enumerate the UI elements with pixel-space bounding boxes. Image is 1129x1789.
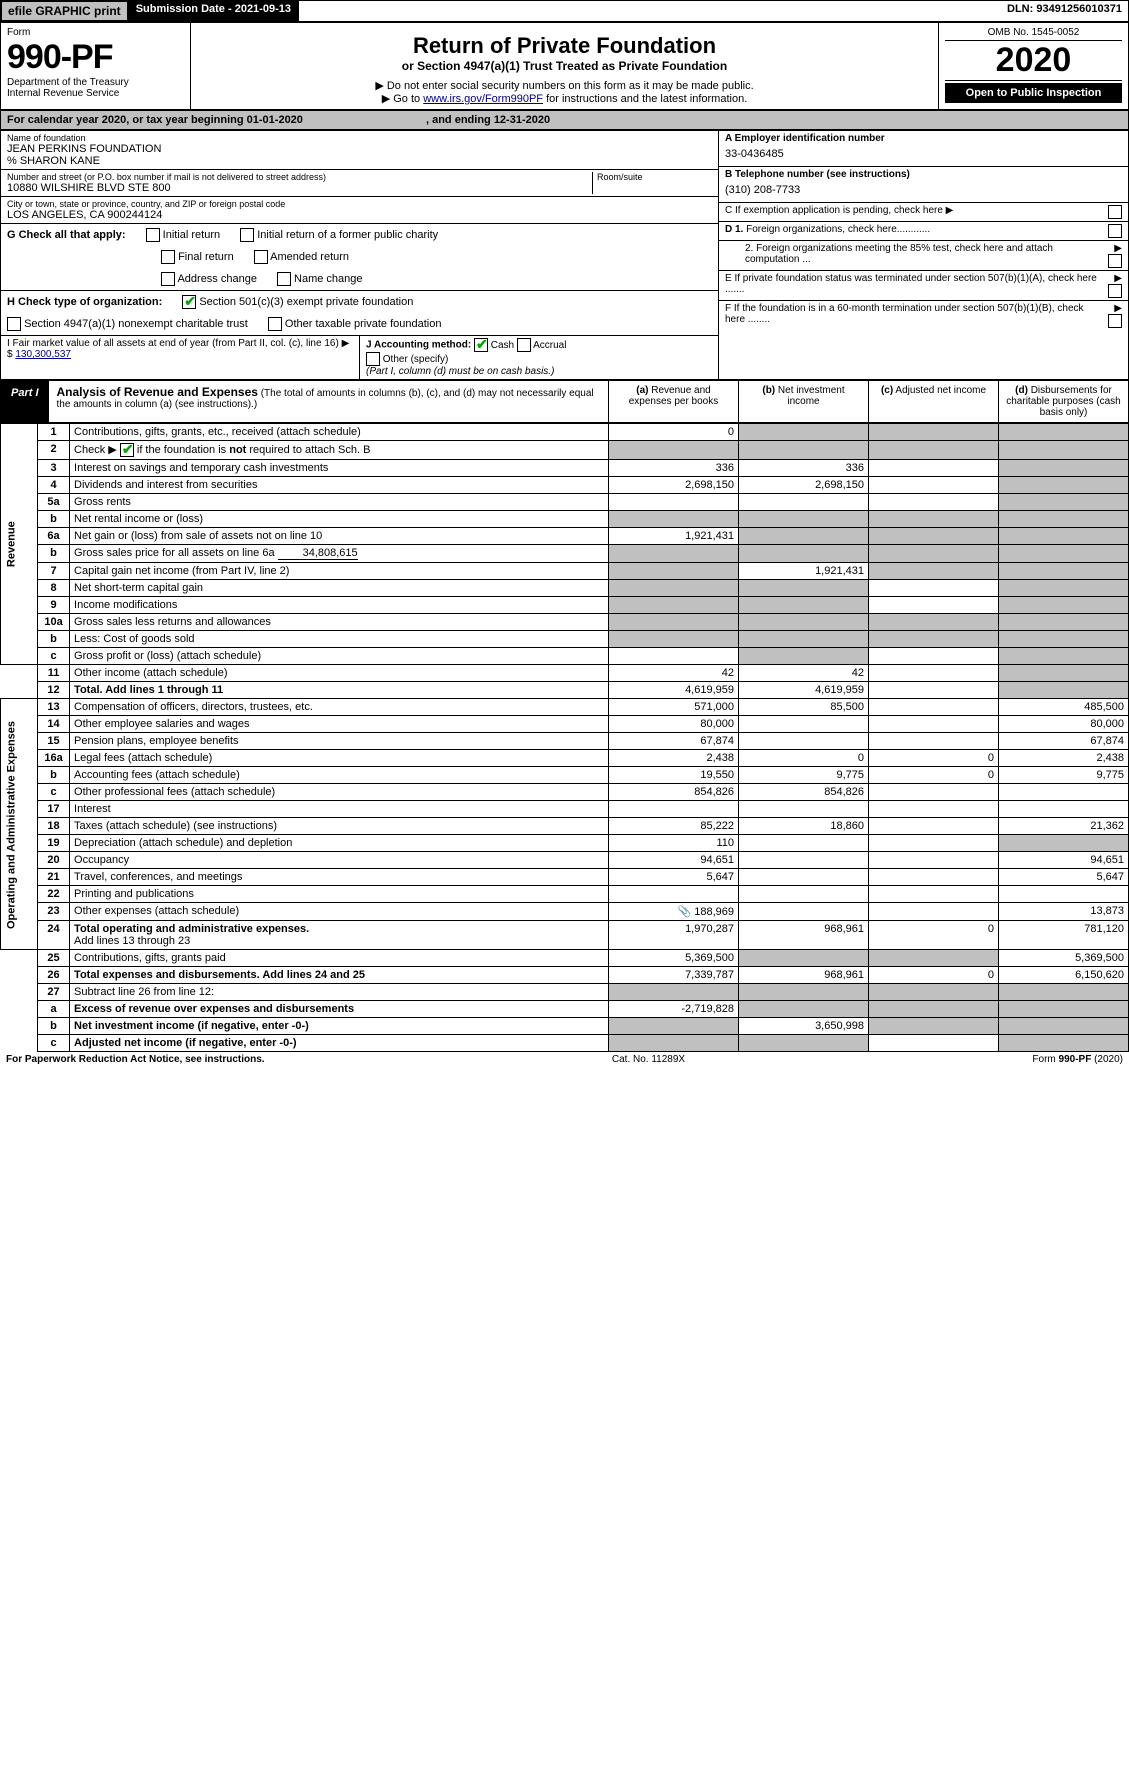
tax-year: 2020 xyxy=(945,41,1122,81)
col-d-head: (d) Disbursements for charitable purpose… xyxy=(998,381,1128,422)
city-state-zip: LOS ANGELES, CA 900244124 xyxy=(7,209,712,221)
phone: (310) 208-7733 xyxy=(725,180,1122,200)
g-row2: Final return Amended return xyxy=(1,246,718,268)
info-left: Name of foundation JEAN PERKINS FOUNDATI… xyxy=(1,131,718,379)
irs-label: Internal Revenue Service xyxy=(7,88,184,99)
d2-row: 2. Foreign organizations meeting the 85%… xyxy=(719,241,1128,271)
part1-desc: Analysis of Revenue and Expenses (The to… xyxy=(49,381,608,422)
dln: DLN: 93491256010371 xyxy=(1001,1,1128,21)
address: 10880 WILSHIRE BLVD STE 800 xyxy=(7,182,592,194)
pra-notice: For Paperwork Reduction Act Notice, see … xyxy=(6,1054,265,1065)
irs-link[interactable]: www.irs.gov/Form990PF xyxy=(423,93,543,105)
addr-change-cb[interactable] xyxy=(161,272,175,286)
submission-date: Submission Date - 2021-09-13 xyxy=(128,1,299,21)
dept-label: Department of the Treasury xyxy=(7,77,184,88)
name-row: Name of foundation JEAN PERKINS FOUNDATI… xyxy=(1,131,718,170)
501c3-cb[interactable] xyxy=(182,295,196,309)
initial-public-cb[interactable] xyxy=(240,228,254,242)
city-row: City or town, state or province, country… xyxy=(1,197,718,224)
footer: For Paperwork Reduction Act Notice, see … xyxy=(0,1052,1129,1067)
calendar-row: For calendar year 2020, or tax year begi… xyxy=(0,110,1129,130)
other-method-cb[interactable] xyxy=(366,352,380,366)
tel-row: B Telephone number (see instructions) (3… xyxy=(719,167,1128,203)
cat-no: Cat. No. 11289X xyxy=(612,1054,685,1065)
col-b-head: (b) Net investment income xyxy=(738,381,868,422)
g-row3: Address change Name change xyxy=(1,268,718,291)
header-right: OMB No. 1545-0052 2020 Open to Public In… xyxy=(938,23,1128,109)
accrual-cb[interactable] xyxy=(517,338,531,352)
amended-cb[interactable] xyxy=(254,250,268,264)
name-change-cb[interactable] xyxy=(277,272,291,286)
f-row: F If the foundation is in a 60-month ter… xyxy=(719,301,1128,330)
f-cb[interactable] xyxy=(1108,314,1122,328)
form-label: Form xyxy=(7,27,184,38)
note-1: ▶ Do not enter social security numbers o… xyxy=(197,79,932,92)
form-subtitle: or Section 4947(a)(1) Trust Treated as P… xyxy=(197,59,932,73)
col-c-head: (c) Adjusted net income xyxy=(868,381,998,422)
cash-cb[interactable] xyxy=(474,338,488,352)
omb-number: OMB No. 1545-0052 xyxy=(945,27,1122,41)
g-row: G Check all that apply: Initial return I… xyxy=(1,224,718,246)
initial-return-cb[interactable] xyxy=(146,228,160,242)
h-row2: Section 4947(a)(1) nonexempt charitable … xyxy=(1,313,718,336)
c-cb[interactable] xyxy=(1108,205,1122,219)
schb-cb[interactable] xyxy=(120,443,134,457)
info-grid: Name of foundation JEAN PERKINS FOUNDATI… xyxy=(0,130,1129,380)
4947-cb[interactable] xyxy=(7,317,21,331)
j-row: J Accounting method: Cash Accrual Other … xyxy=(359,336,718,379)
form-title: Return of Private Foundation xyxy=(197,33,932,59)
open-public: Open to Public Inspection xyxy=(945,83,1122,103)
topbar: efile GRAPHIC print Submission Date - 20… xyxy=(0,0,1129,22)
form-number: 990-PF xyxy=(7,38,184,77)
other-taxable-cb[interactable] xyxy=(268,317,282,331)
note-2: ▶ Go to www.irs.gov/Form990PF for instru… xyxy=(197,92,932,105)
foundation-name: JEAN PERKINS FOUNDATION xyxy=(7,143,712,155)
form-footer: Form 990-PF (2020) xyxy=(1032,1054,1123,1065)
d1-cb[interactable] xyxy=(1108,224,1122,238)
final-return-cb[interactable] xyxy=(161,250,175,264)
h-row: H Check type of organization: Section 50… xyxy=(1,291,718,313)
i-row: I Fair market value of all assets at end… xyxy=(1,336,359,379)
addr-row: Number and street (or P.O. box number if… xyxy=(1,170,718,197)
part1-table: Revenue 1 Contributions, gifts, grants, … xyxy=(0,423,1129,1052)
care-of: % SHARON KANE xyxy=(7,155,712,167)
part1-header: Part I Analysis of Revenue and Expenses … xyxy=(0,380,1129,423)
e-cb[interactable] xyxy=(1108,284,1122,298)
fmv-value[interactable]: 130,300,537 xyxy=(15,349,71,360)
col-a-head: (a) Revenue and expenses per books xyxy=(608,381,738,422)
e-row: E If private foundation status was termi… xyxy=(719,271,1128,301)
expenses-label: Operating and Administrative Expenses xyxy=(1,699,38,950)
ein-row: A Employer identification number 33-0436… xyxy=(719,131,1128,167)
efile-btn[interactable]: efile GRAPHIC print xyxy=(1,1,128,21)
header-center: Return of Private Foundation or Section … xyxy=(191,23,938,109)
revenue-label: Revenue xyxy=(1,424,38,665)
attach-icon[interactable]: 📎 xyxy=(677,906,691,918)
part1-label: Part I xyxy=(1,381,49,422)
info-right: A Employer identification number 33-0436… xyxy=(718,131,1128,379)
ein-value: 33-0436485 xyxy=(725,144,1122,164)
d2-cb[interactable] xyxy=(1108,254,1122,268)
c-row: C If exemption application is pending, c… xyxy=(719,203,1128,222)
form-header: Form 990-PF Department of the Treasury I… xyxy=(0,22,1129,110)
d1-row: D 1. D 1. Foreign organizations, check h… xyxy=(719,222,1128,241)
header-left: Form 990-PF Department of the Treasury I… xyxy=(1,23,191,109)
